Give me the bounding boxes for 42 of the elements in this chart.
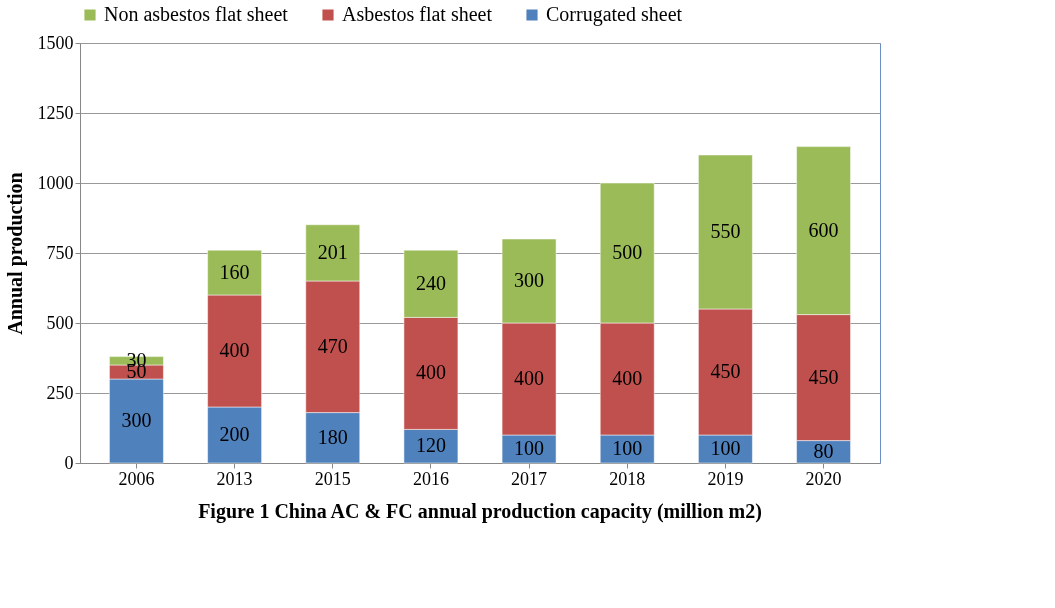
y-tick-label: 0 <box>64 452 74 473</box>
y-tick-label: 750 <box>46 242 74 263</box>
data-label: 200 <box>219 423 250 445</box>
data-label: 300 <box>514 269 545 291</box>
data-label: 80 <box>813 439 834 462</box>
y-tick-label: 1250 <box>37 102 74 123</box>
data-label: 400 <box>219 339 250 361</box>
data-label: 600 <box>808 218 839 241</box>
data-label: 300 <box>121 409 152 431</box>
x-tick-label: 2006 <box>118 468 155 489</box>
x-tick-label: 2016 <box>412 468 449 489</box>
y-tick-label: 1000 <box>37 172 74 193</box>
data-label: 240 <box>415 271 446 294</box>
data-label: 400 <box>612 367 643 389</box>
data-label: 100 <box>710 437 741 459</box>
x-tick-label: 2018 <box>609 468 646 489</box>
data-label: 450 <box>710 360 741 382</box>
data-label: 470 <box>317 334 348 357</box>
legend-label: Corrugated sheet <box>546 3 683 26</box>
x-tick-label: 2020 <box>805 468 842 489</box>
y-axis-title: Annual production <box>3 172 27 335</box>
legend-label: Non asbestos flat sheet <box>104 3 289 25</box>
data-label: 120 <box>415 434 446 457</box>
data-label: 450 <box>808 365 839 388</box>
data-label: 550 <box>710 220 741 242</box>
y-tick-label: 1500 <box>37 32 74 53</box>
y-tick-label: 500 <box>46 312 74 333</box>
x-tick-label: 2015 <box>314 468 351 489</box>
data-label: 500 <box>612 241 643 263</box>
data-label: 400 <box>415 361 446 384</box>
data-label: 201 <box>317 240 348 263</box>
data-label: 400 <box>514 367 545 389</box>
x-tick-label: 2013 <box>216 468 253 489</box>
data-label: 100 <box>612 437 643 459</box>
legend-label: Asbestos flat sheet <box>342 3 493 25</box>
data-label: 180 <box>317 425 348 448</box>
x-tick-label: 2019 <box>707 468 744 489</box>
data-label: 160 <box>219 260 250 283</box>
y-tick-label: 250 <box>46 382 74 403</box>
x-tick-label: 2017 <box>511 468 548 489</box>
data-label: 100 <box>514 437 545 459</box>
text: Figure 1 China AC & FC annual production capacity (million m2) <box>198 500 762 523</box>
